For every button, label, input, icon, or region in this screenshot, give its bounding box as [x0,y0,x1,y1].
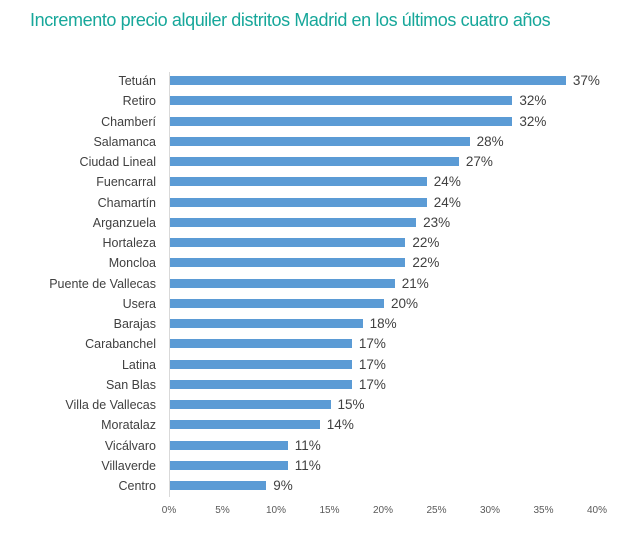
bar-row: Salamanca 28% [0,132,634,152]
x-tick-label: 40% [586,505,608,516]
bar [170,400,331,409]
data-label: 22% [412,235,440,250]
bar [170,96,513,106]
chart-title: Incremento precio alquiler distritos Mad… [30,10,551,30]
category-label: Vicálvaro [104,438,156,453]
bar-row: Chamberí 32% [0,112,634,132]
data-label: 17% [358,376,386,392]
bar [170,339,352,349]
category-label: Hortaleza [102,236,157,250]
data-label: 9% [273,478,293,493]
bar-row: Chamartín 24% [0,193,634,213]
category-label: Latina [121,357,156,372]
data-label: 32% [519,93,547,109]
category-label: Retiro [122,94,156,109]
bar [170,76,566,85]
bar-row: Usera 20% [0,294,634,314]
bar [170,481,267,490]
category-label: Puente de Vallecas [49,276,156,291]
bar [170,116,513,126]
bar-row: Retiro 32% [0,91,634,111]
bar-row: Centro 9% [0,476,634,496]
data-label: 11% [294,457,321,473]
data-label: 37% [572,73,600,88]
bar-row: Villaverde 11% [0,456,634,476]
category-label: Fuencarral [96,175,156,190]
data-label: 21% [401,275,429,291]
category-label: Chamartín [97,195,156,210]
x-tick-label: 20% [372,505,394,516]
data-label: 22% [412,255,440,271]
bar [170,197,427,207]
data-label: 17% [358,336,386,352]
category-label: Moratalaz [101,418,156,433]
data-label: 17% [358,356,386,372]
category-label: Villaverde [101,458,156,473]
bar-row: Carabanchel 17% [0,334,634,354]
category-label: Villa de Vallecas [65,398,156,412]
bar [170,319,363,328]
category-label: Moncloa [108,256,156,271]
bar [170,136,470,146]
bar [170,217,417,227]
x-tick-label: 35% [533,505,554,516]
bar [170,359,352,369]
category-label: Centro [118,479,156,493]
x-tick-label: 25% [426,505,447,516]
data-label: 24% [433,174,461,190]
bar [170,420,320,430]
data-label: 28% [476,133,504,149]
x-tick-label: 5% [215,505,230,516]
category-label: Ciudad Lineal [79,155,156,169]
bar-row: Moncloa 22% [0,253,634,273]
data-label: 24% [433,194,461,210]
bar [170,460,288,470]
bar [170,278,395,288]
bar-row: Fuencarral 24% [0,172,634,192]
bar-row: Villa de Vallecas 15% [0,395,634,415]
bar-row: Tetuán 37% [0,71,634,91]
bar-row: Barajas 18% [0,314,634,334]
data-label: 32% [519,113,547,129]
category-label: Salamanca [93,134,156,149]
data-label: 14% [326,417,354,433]
data-label: 11% [294,437,321,453]
category-label: Tetuán [118,74,156,88]
bar [170,379,352,389]
bar-row: Ciudad Lineal 27% [0,152,634,172]
data-label: 18% [369,316,397,331]
category-label: Usera [122,296,156,311]
bar [170,157,459,166]
bar-row: Moratalaz 14% [0,415,634,435]
bar [170,238,406,247]
bar-row: Latina 17% [0,355,634,375]
bar-row: Hortaleza 22% [0,233,634,253]
x-tick-label: 15% [319,505,340,516]
bar [170,258,406,268]
data-label: 15% [337,397,365,412]
data-label: 27% [465,154,493,169]
data-label: 23% [423,214,451,230]
category-label: Arganzuela [92,215,156,230]
bar-row: Puente de Vallecas 21% [0,274,634,294]
x-tick-label: 30% [479,505,501,516]
bar-row: Vicálvaro 11% [0,436,634,456]
bar-row: Arganzuela 23% [0,213,634,233]
bar [170,298,384,308]
x-tick-label: 10% [265,505,287,516]
bar [170,440,288,450]
category-label: Chamberí [101,114,156,129]
category-label: Carabanchel [85,337,156,352]
category-label: Barajas [113,317,156,331]
bar [170,177,427,187]
y-axis-line [169,72,170,497]
data-label: 20% [391,295,419,311]
category-label: San Blas [105,377,156,392]
x-tick-label: 0% [161,505,177,516]
bar-row: San Blas 17% [0,375,634,395]
